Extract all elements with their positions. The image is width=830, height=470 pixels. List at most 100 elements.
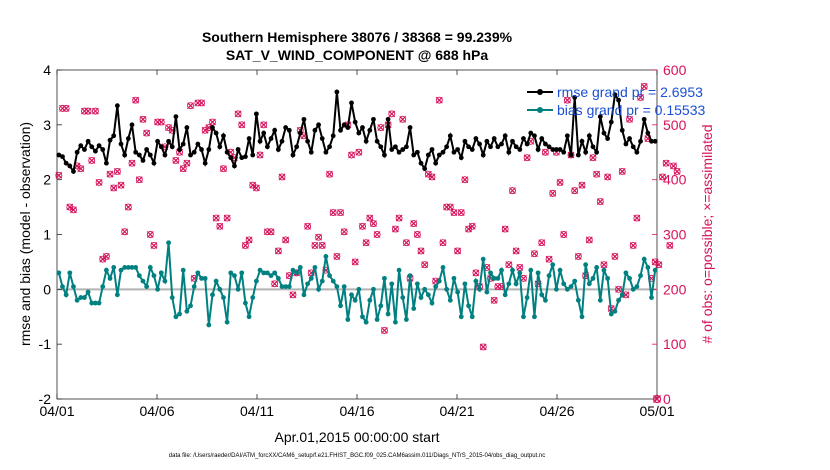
obs-assimilated-point	[351, 258, 359, 266]
bias-point	[411, 306, 417, 311]
y-left-tick-label: -2	[39, 391, 52, 407]
bias-point	[543, 297, 548, 303]
bias-point	[488, 270, 493, 276]
obs-possible-point	[55, 171, 63, 179]
rmse-point	[634, 149, 640, 155]
rmse-point	[173, 114, 179, 120]
obs-assimilated-point	[84, 107, 92, 115]
bias-point	[645, 265, 651, 270]
obs-possible-point	[77, 165, 85, 173]
bias-point	[85, 289, 91, 295]
obs-possible-point	[659, 173, 666, 181]
bias-point	[213, 278, 219, 284]
rmse-point	[283, 125, 289, 130]
obs-possible-point	[556, 178, 564, 186]
rmse-point	[583, 149, 589, 155]
bias-point	[195, 270, 201, 276]
rmse-point	[272, 127, 278, 133]
y-left-tick-label: 3	[43, 117, 51, 133]
rmse-point	[111, 133, 117, 139]
rmse-point	[60, 154, 65, 160]
rmse-point	[136, 152, 142, 158]
obs-possible-point	[618, 167, 626, 175]
bias-point	[184, 308, 190, 314]
rmse-point	[513, 144, 519, 150]
bias-point	[272, 270, 278, 276]
bias-point	[253, 278, 259, 284]
obs-possible-point	[102, 252, 110, 260]
rmse-point	[608, 119, 614, 125]
obs-possible-point	[560, 231, 568, 238]
obs-assimilated-point	[589, 154, 597, 162]
rmse-point	[195, 141, 201, 147]
bias-point	[173, 314, 179, 320]
bias-point	[56, 270, 62, 276]
rmse-point	[641, 116, 647, 122]
rmse-point	[382, 152, 387, 158]
obs-possible-point	[523, 154, 531, 162]
legend-rmse-marker	[537, 89, 543, 95]
obs-assimilated-point	[479, 343, 487, 351]
obs-assimilated-point	[402, 239, 410, 247]
obs-assimilated-point	[439, 239, 447, 247]
bias-point	[360, 314, 365, 320]
obs-possible-point	[337, 209, 344, 217]
rmse-point	[71, 169, 76, 174]
rmse-point	[594, 149, 600, 155]
obs-possible-point	[359, 222, 366, 230]
rmse-point	[147, 152, 153, 158]
y-left-tick-label: 4	[43, 62, 51, 78]
rmse-point	[436, 152, 442, 158]
obs-assimilated-point	[348, 151, 355, 159]
bias-point	[557, 267, 563, 273]
rmse-point	[151, 160, 157, 166]
bias-point	[510, 267, 515, 273]
rmse-point	[133, 149, 139, 155]
obs-possible-point	[220, 165, 227, 173]
bias-point	[305, 281, 311, 287]
obs-assimilated-point	[256, 151, 264, 159]
obs-assimilated-point	[157, 118, 165, 126]
obs-possible-point	[150, 242, 158, 249]
rmse-point	[264, 144, 270, 150]
obs-assimilated-point	[472, 269, 480, 277]
obs-possible-point	[439, 239, 447, 247]
rmse-point	[425, 152, 431, 158]
obs-assimilated-point	[201, 126, 209, 134]
obs-possible-point	[501, 225, 509, 233]
obs-possible-point	[446, 203, 454, 211]
bias-point	[447, 297, 453, 303]
bias-point	[385, 311, 391, 317]
rmse-point	[586, 133, 592, 139]
obs-assimilated-point	[626, 115, 633, 123]
obs-possible-point	[187, 102, 194, 110]
bias-point	[210, 292, 215, 298]
obs-possible-point	[362, 239, 370, 247]
rmse-point	[312, 127, 318, 133]
rmse-point	[122, 152, 128, 158]
rmse-point	[330, 133, 336, 139]
obs-possible-point	[212, 214, 220, 222]
obs-assimilated-point	[531, 250, 538, 258]
obs-assimilated-point	[659, 173, 666, 181]
bias-point	[294, 270, 300, 276]
bias-point	[338, 303, 343, 309]
obs-assimilated-point	[362, 239, 370, 247]
obs-assimilated-point	[124, 203, 132, 211]
obs-assimilated-point	[593, 170, 601, 178]
obs-assimilated-point	[234, 110, 242, 118]
bias-point	[341, 284, 347, 289]
bias-line	[57, 242, 657, 326]
bias-point	[202, 275, 208, 281]
obs-possible-point	[267, 228, 275, 236]
rmse-point	[125, 136, 131, 141]
rmse-point	[67, 163, 73, 169]
bias-point	[418, 295, 424, 300]
obs-possible-point	[183, 159, 191, 167]
rmse-point	[217, 144, 223, 150]
obs-possible-point	[505, 261, 513, 269]
rmse-point	[253, 111, 259, 117]
rmse-point	[532, 133, 537, 139]
rmse-point	[568, 152, 574, 158]
rmse-point	[374, 138, 380, 144]
